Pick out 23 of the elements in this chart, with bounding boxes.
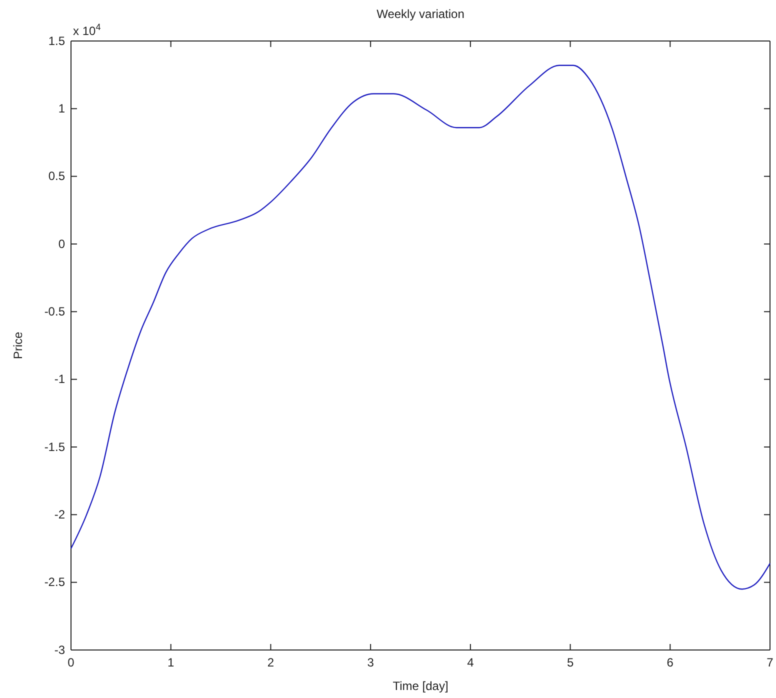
y-tick-label: 1.5: [48, 34, 66, 48]
y-tick-label: -1: [54, 372, 66, 386]
line-series: [70, 64, 771, 590]
x-tick-label: 0: [68, 656, 75, 670]
text: x 10$^{4}$: [73, 22, 101, 38]
x-tick-label: 4: [467, 656, 474, 670]
y-tick-label: -2: [54, 508, 66, 522]
x-tick-label: 5: [566, 656, 574, 670]
y-tick-label: -1.5: [44, 440, 66, 454]
y-tick-label: -3: [54, 642, 66, 657]
x-axis-title: Time [day]: [392, 679, 448, 693]
x-tick-label: 3: [367, 656, 374, 670]
y-axis-title: Price: [11, 332, 25, 360]
x-tick-label: 6: [666, 656, 674, 670]
x-tick-label: 7: [766, 656, 774, 670]
y-tick-label: -0.5: [44, 304, 66, 319]
y-tick-label: 0.5: [48, 169, 66, 184]
x-tick-label: 1: [168, 656, 175, 670]
x-tick-label: 2: [267, 656, 274, 670]
y-tick-label: 0: [58, 236, 66, 251]
y-tick-label: -2.5: [44, 575, 66, 590]
chart-title: Weekly variation: [376, 7, 464, 21]
y-tick-label: 1: [58, 102, 66, 116]
